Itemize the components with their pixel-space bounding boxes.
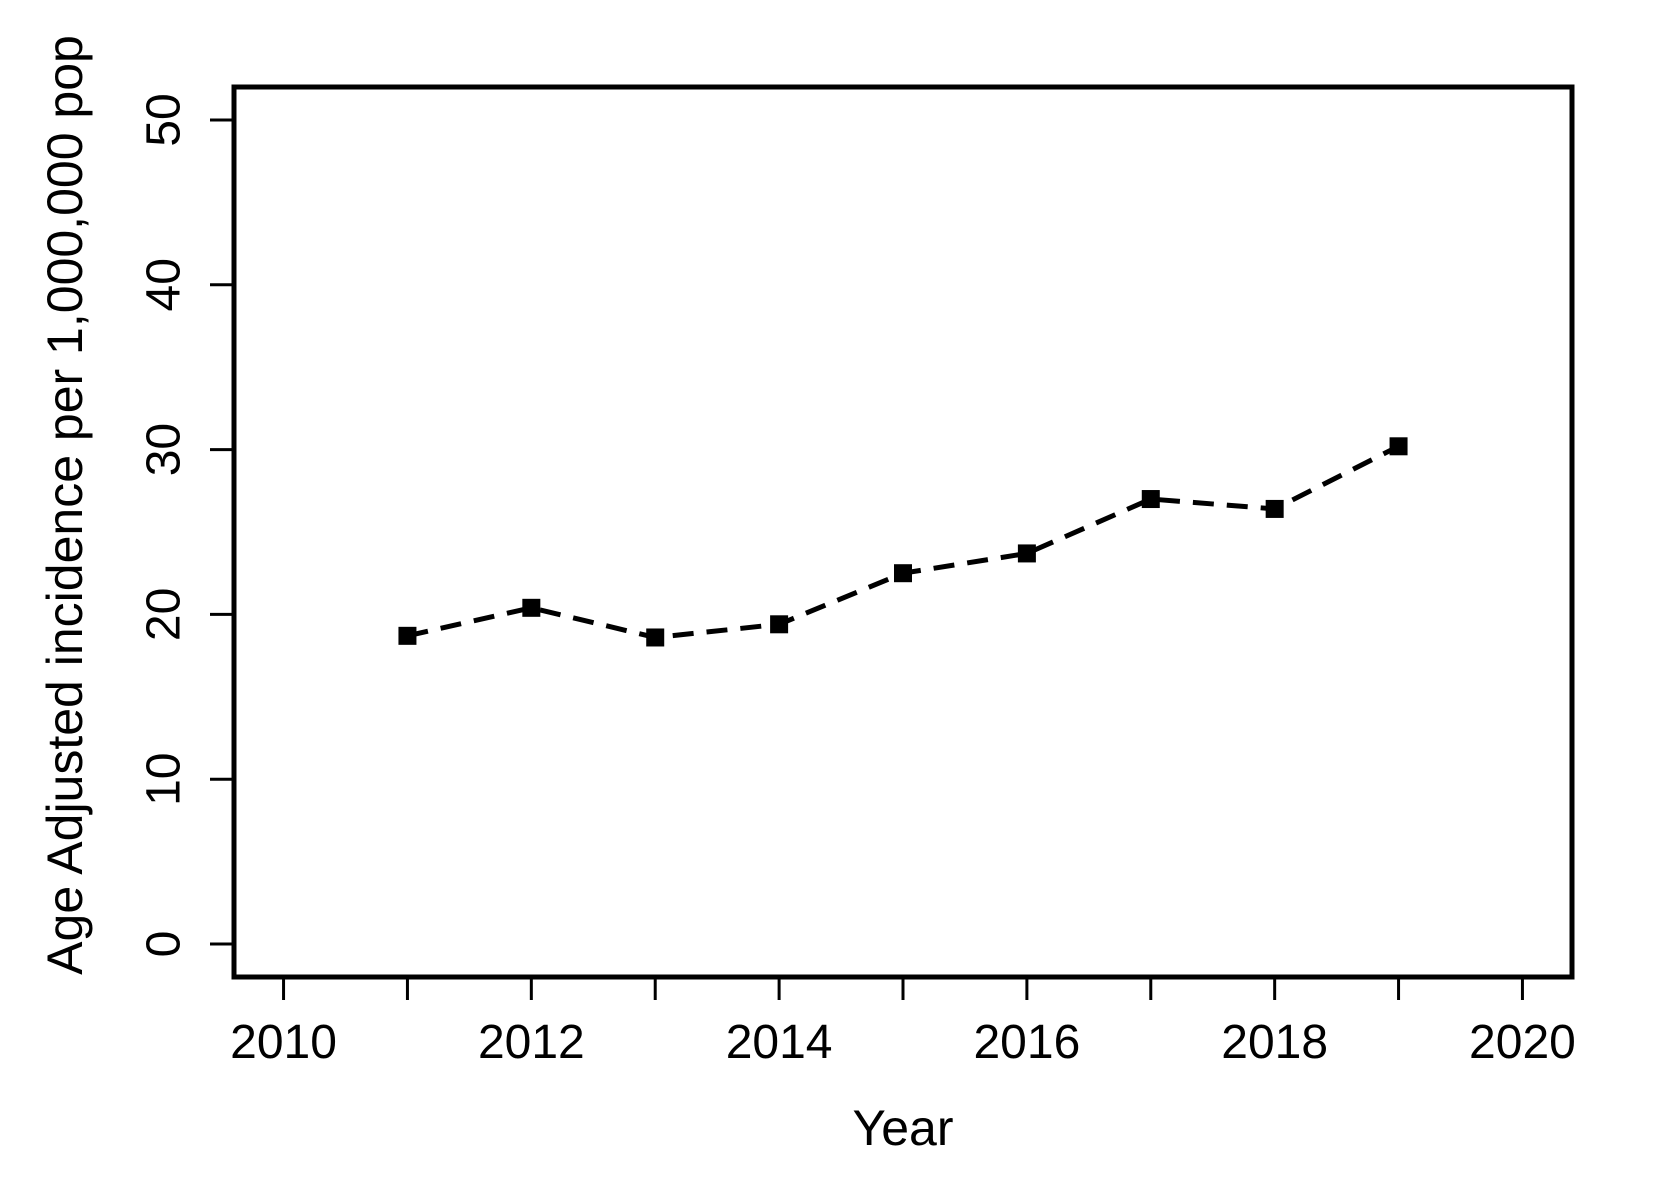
y-tick-label: 10 — [138, 753, 191, 806]
x-tick-label: 2020 — [1469, 1016, 1576, 1069]
data-point — [1265, 499, 1284, 518]
axis-tick-labels: 2010 2012 2014 2016 2018 2020 0 10 20 30 40 50 — [138, 93, 1576, 1069]
axis-ticks — [210, 118, 1524, 1000]
x-tick-label: 2014 — [726, 1016, 833, 1069]
data-point — [1389, 437, 1408, 456]
data-series-group — [398, 437, 1408, 647]
data-point — [1141, 490, 1160, 509]
y-tick-label: 0 — [138, 931, 191, 958]
y-axis-label: Age Adjusted incidence per 1,000,000 pop — [37, 35, 93, 975]
plot-box-group — [231, 84, 1575, 980]
data-line — [406, 444, 1400, 641]
data-point — [646, 628, 665, 647]
x-tick-label: 2012 — [478, 1016, 585, 1069]
data-point — [1017, 544, 1036, 563]
x-tick-label: 2018 — [1221, 1016, 1328, 1069]
y-tick-label: 20 — [138, 588, 191, 641]
data-point — [398, 626, 417, 645]
x-tick-label: 2010 — [230, 1016, 337, 1069]
y-tick-label: 40 — [138, 258, 191, 311]
x-tick-label: 2016 — [973, 1016, 1080, 1069]
data-point — [522, 598, 541, 617]
data-point — [894, 564, 912, 583]
y-tick-label: 50 — [138, 93, 191, 146]
y-tick-label: 30 — [138, 423, 191, 476]
x-axis-label: Year — [852, 1100, 953, 1156]
plot-box — [231, 84, 1575, 980]
data-point — [770, 615, 789, 634]
